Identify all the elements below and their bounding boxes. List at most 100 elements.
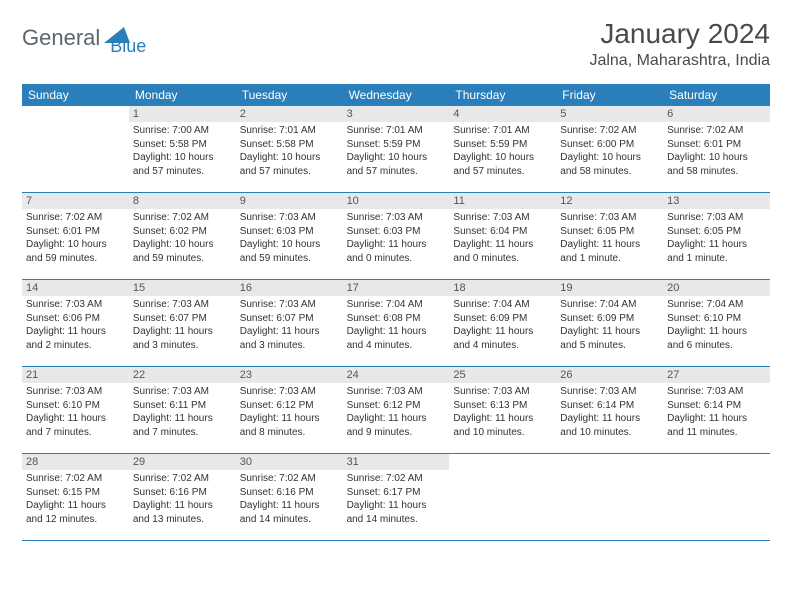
day-number: 7	[22, 193, 129, 209]
sunrise-text: Sunrise: 7:03 AM	[453, 385, 552, 399]
sunrise-text: Sunrise: 7:03 AM	[133, 385, 232, 399]
daylight-text: Daylight: 10 hours and 58 minutes.	[667, 151, 766, 178]
weekday-thursday: Thursday	[449, 84, 556, 106]
daylight-text: Daylight: 11 hours and 12 minutes.	[26, 499, 125, 526]
sunset-text: Sunset: 6:11 PM	[133, 399, 232, 413]
day-body: Sunrise: 7:04 AMSunset: 6:10 PMDaylight:…	[663, 296, 770, 354]
day-cell: 2Sunrise: 7:01 AMSunset: 5:58 PMDaylight…	[236, 106, 343, 192]
day-number: 8	[129, 193, 236, 209]
title-block: January 2024 Jalna, Maharashtra, India	[589, 18, 770, 70]
sunrise-text: Sunrise: 7:02 AM	[26, 472, 125, 486]
day-cell	[663, 454, 770, 540]
day-body: Sunrise: 7:03 AMSunset: 6:11 PMDaylight:…	[129, 383, 236, 441]
day-cell: 26Sunrise: 7:03 AMSunset: 6:14 PMDayligh…	[556, 367, 663, 453]
day-number: 9	[236, 193, 343, 209]
day-number: 10	[343, 193, 450, 209]
day-number: 24	[343, 367, 450, 383]
sunset-text: Sunset: 5:59 PM	[453, 138, 552, 152]
daylight-text: Daylight: 11 hours and 9 minutes.	[347, 412, 446, 439]
calendar: SundayMondayTuesdayWednesdayThursdayFrid…	[22, 84, 770, 541]
sunset-text: Sunset: 6:12 PM	[240, 399, 339, 413]
day-body: Sunrise: 7:03 AMSunset: 6:06 PMDaylight:…	[22, 296, 129, 354]
sunset-text: Sunset: 6:07 PM	[133, 312, 232, 326]
sunrise-text: Sunrise: 7:02 AM	[133, 472, 232, 486]
sunrise-text: Sunrise: 7:03 AM	[347, 211, 446, 225]
sunrise-text: Sunrise: 7:02 AM	[560, 124, 659, 138]
sunrise-text: Sunrise: 7:03 AM	[347, 385, 446, 399]
sunset-text: Sunset: 6:15 PM	[26, 486, 125, 500]
day-number: 11	[449, 193, 556, 209]
day-cell: 21Sunrise: 7:03 AMSunset: 6:10 PMDayligh…	[22, 367, 129, 453]
sunset-text: Sunset: 6:09 PM	[560, 312, 659, 326]
sunrise-text: Sunrise: 7:03 AM	[26, 385, 125, 399]
sunset-text: Sunset: 6:17 PM	[347, 486, 446, 500]
daylight-text: Daylight: 11 hours and 14 minutes.	[347, 499, 446, 526]
week-row: 21Sunrise: 7:03 AMSunset: 6:10 PMDayligh…	[22, 367, 770, 454]
sunset-text: Sunset: 6:02 PM	[133, 225, 232, 239]
day-body: Sunrise: 7:02 AMSunset: 6:00 PMDaylight:…	[556, 122, 663, 180]
day-body: Sunrise: 7:03 AMSunset: 6:10 PMDaylight:…	[22, 383, 129, 441]
day-cell: 11Sunrise: 7:03 AMSunset: 6:04 PMDayligh…	[449, 193, 556, 279]
day-cell: 5Sunrise: 7:02 AMSunset: 6:00 PMDaylight…	[556, 106, 663, 192]
day-cell: 12Sunrise: 7:03 AMSunset: 6:05 PMDayligh…	[556, 193, 663, 279]
day-body: Sunrise: 7:04 AMSunset: 6:08 PMDaylight:…	[343, 296, 450, 354]
sunrise-text: Sunrise: 7:04 AM	[347, 298, 446, 312]
day-cell: 6Sunrise: 7:02 AMSunset: 6:01 PMDaylight…	[663, 106, 770, 192]
daylight-text: Daylight: 11 hours and 4 minutes.	[453, 325, 552, 352]
day-body: Sunrise: 7:02 AMSunset: 6:16 PMDaylight:…	[236, 470, 343, 528]
daylight-text: Daylight: 10 hours and 57 minutes.	[240, 151, 339, 178]
daylight-text: Daylight: 10 hours and 58 minutes.	[560, 151, 659, 178]
sunrise-text: Sunrise: 7:04 AM	[560, 298, 659, 312]
sunrise-text: Sunrise: 7:03 AM	[240, 385, 339, 399]
sunset-text: Sunset: 6:05 PM	[667, 225, 766, 239]
day-body: Sunrise: 7:02 AMSunset: 6:17 PMDaylight:…	[343, 470, 450, 528]
day-cell	[556, 454, 663, 540]
day-cell: 7Sunrise: 7:02 AMSunset: 6:01 PMDaylight…	[22, 193, 129, 279]
day-cell: 22Sunrise: 7:03 AMSunset: 6:11 PMDayligh…	[129, 367, 236, 453]
day-number: 14	[22, 280, 129, 296]
day-number: 5	[556, 106, 663, 122]
day-body: Sunrise: 7:03 AMSunset: 6:07 PMDaylight:…	[236, 296, 343, 354]
sunrise-text: Sunrise: 7:01 AM	[347, 124, 446, 138]
day-number: 27	[663, 367, 770, 383]
day-body: Sunrise: 7:03 AMSunset: 6:13 PMDaylight:…	[449, 383, 556, 441]
sunset-text: Sunset: 6:10 PM	[26, 399, 125, 413]
daylight-text: Daylight: 11 hours and 4 minutes.	[347, 325, 446, 352]
daylight-text: Daylight: 10 hours and 59 minutes.	[240, 238, 339, 265]
day-number: 13	[663, 193, 770, 209]
sunrise-text: Sunrise: 7:00 AM	[133, 124, 232, 138]
week-row: 1Sunrise: 7:00 AMSunset: 5:58 PMDaylight…	[22, 106, 770, 193]
day-body: Sunrise: 7:03 AMSunset: 6:03 PMDaylight:…	[236, 209, 343, 267]
weekday-saturday: Saturday	[663, 84, 770, 106]
logo-text-blue: Blue	[110, 36, 146, 57]
day-number: 1	[129, 106, 236, 122]
daylight-text: Daylight: 11 hours and 10 minutes.	[453, 412, 552, 439]
header-row: General Blue January 2024 Jalna, Maharas…	[22, 18, 770, 70]
day-number: 12	[556, 193, 663, 209]
sunset-text: Sunset: 6:14 PM	[667, 399, 766, 413]
sunset-text: Sunset: 6:04 PM	[453, 225, 552, 239]
day-number: 26	[556, 367, 663, 383]
sunrise-text: Sunrise: 7:02 AM	[347, 472, 446, 486]
day-cell: 23Sunrise: 7:03 AMSunset: 6:12 PMDayligh…	[236, 367, 343, 453]
daylight-text: Daylight: 11 hours and 11 minutes.	[667, 412, 766, 439]
sunset-text: Sunset: 6:16 PM	[133, 486, 232, 500]
sunrise-text: Sunrise: 7:01 AM	[240, 124, 339, 138]
day-cell	[449, 454, 556, 540]
day-number: 21	[22, 367, 129, 383]
sunrise-text: Sunrise: 7:02 AM	[240, 472, 339, 486]
sunrise-text: Sunrise: 7:02 AM	[26, 211, 125, 225]
location-text: Jalna, Maharashtra, India	[589, 52, 770, 70]
daylight-text: Daylight: 11 hours and 7 minutes.	[133, 412, 232, 439]
day-number: 23	[236, 367, 343, 383]
day-cell: 29Sunrise: 7:02 AMSunset: 6:16 PMDayligh…	[129, 454, 236, 540]
sunrise-text: Sunrise: 7:03 AM	[240, 298, 339, 312]
daylight-text: Daylight: 11 hours and 0 minutes.	[453, 238, 552, 265]
day-number: 17	[343, 280, 450, 296]
sunset-text: Sunset: 6:08 PM	[347, 312, 446, 326]
day-cell: 27Sunrise: 7:03 AMSunset: 6:14 PMDayligh…	[663, 367, 770, 453]
sunrise-text: Sunrise: 7:04 AM	[667, 298, 766, 312]
daylight-text: Daylight: 11 hours and 13 minutes.	[133, 499, 232, 526]
day-body: Sunrise: 7:03 AMSunset: 6:12 PMDaylight:…	[236, 383, 343, 441]
month-title: January 2024	[589, 18, 770, 50]
